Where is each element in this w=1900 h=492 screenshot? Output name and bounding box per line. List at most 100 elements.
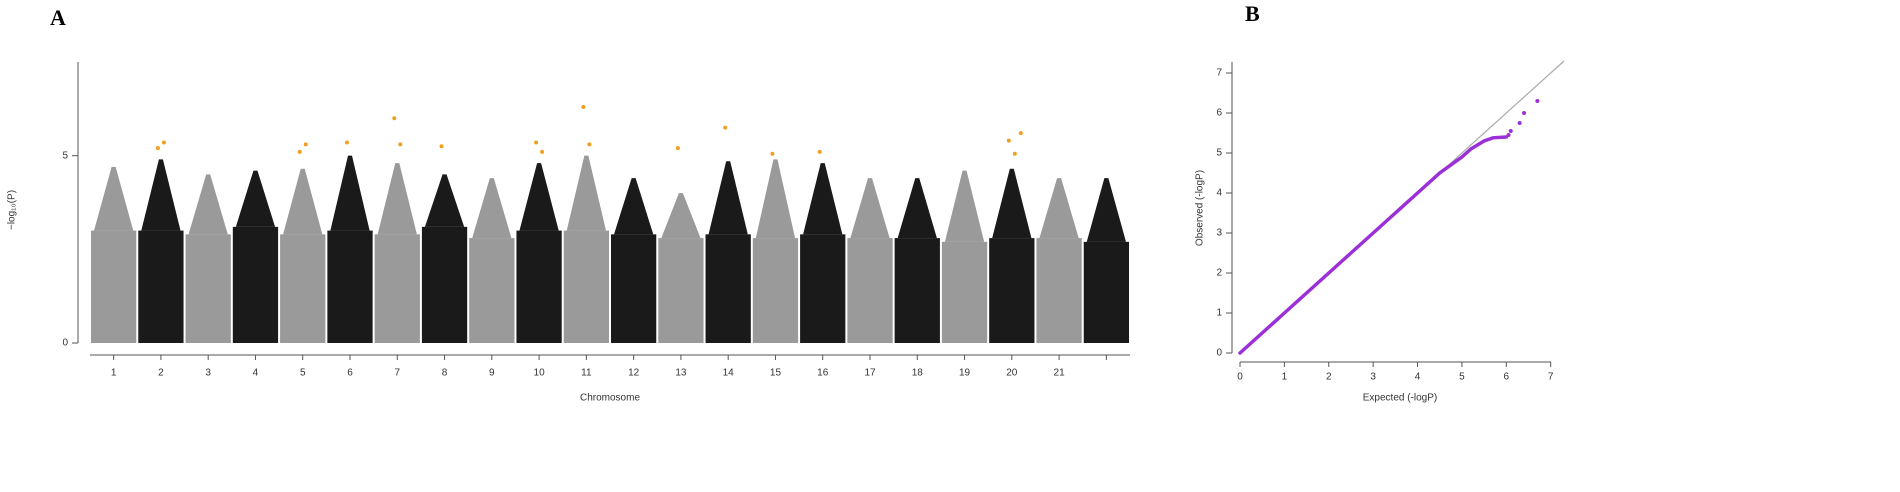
snp-band <box>611 234 657 343</box>
snp-peak <box>472 178 512 239</box>
x-tick-label: 9 <box>489 368 495 379</box>
significant-snp <box>398 142 403 147</box>
snp-peak <box>141 159 181 231</box>
qq-line <box>1238 135 1509 355</box>
x-tick-label: 20 <box>1006 368 1018 379</box>
snp-peak <box>944 170 985 242</box>
x-tick-label: 17 <box>864 368 876 379</box>
snp-peak <box>566 155 606 231</box>
x-tick-label: 6 <box>1504 372 1510 383</box>
x-tick-label: 0 <box>1237 372 1243 383</box>
snp-peak <box>992 168 1032 239</box>
snp-band <box>232 226 279 343</box>
snp-peak <box>803 163 843 235</box>
y-tick-label: 5 <box>62 150 68 161</box>
snp-band <box>658 238 704 343</box>
snp-band <box>705 234 751 343</box>
snp-band <box>91 230 137 343</box>
snp-band <box>894 238 940 343</box>
x-tick-label: 5 <box>300 368 306 379</box>
snp-peak <box>897 178 937 239</box>
significant-snp <box>297 149 302 154</box>
x-tick-label: 3 <box>205 368 211 379</box>
significant-snp <box>587 142 592 147</box>
x-tick-label: 3 <box>1370 372 1376 383</box>
snp-peak <box>283 168 323 235</box>
snp-band <box>516 230 562 343</box>
qq-point <box>1506 133 1511 137</box>
qq-point <box>1508 129 1513 133</box>
significant-snp <box>534 140 539 145</box>
significant-snp <box>439 144 444 149</box>
y-tick-label: 6 <box>1216 108 1222 119</box>
snp-band <box>847 238 893 343</box>
x-tick-label: 4 <box>253 368 259 379</box>
significant-snp <box>1006 138 1011 143</box>
snp-peak <box>188 174 228 235</box>
significant-snp <box>581 104 586 109</box>
x-tick-label: 13 <box>675 368 687 379</box>
y-tick-label: 2 <box>1216 268 1222 279</box>
x-tick-label: 10 <box>534 368 546 379</box>
x-tick-label: 7 <box>1548 372 1554 383</box>
y-tick-label: 0 <box>1216 348 1222 359</box>
x-axis-label: Expected (-logP) <box>1363 393 1437 404</box>
snp-band <box>800 234 846 343</box>
snp-band <box>327 230 373 343</box>
snp-band <box>138 230 184 343</box>
snp-band <box>280 234 326 343</box>
y-tick-label: 5 <box>1216 148 1222 159</box>
x-tick-label: 5 <box>1459 372 1465 383</box>
snp-band <box>563 230 609 343</box>
y-tick-label: 1 <box>1216 308 1222 319</box>
significant-snp <box>675 146 680 151</box>
snp-peak <box>94 166 134 231</box>
snp-peak <box>850 178 890 239</box>
x-tick-label: 15 <box>770 368 782 379</box>
snp-peak <box>1086 178 1126 242</box>
significant-snp <box>817 149 822 154</box>
y-tick-label: 3 <box>1216 228 1222 239</box>
snp-peak <box>614 178 654 235</box>
significant-snp <box>1018 131 1023 136</box>
x-tick-label: 2 <box>158 368 164 379</box>
snp-peak <box>1039 178 1079 239</box>
significant-snp <box>161 140 166 145</box>
qq-point <box>1517 121 1522 125</box>
snp-peak <box>708 161 748 235</box>
snp-band <box>941 241 988 343</box>
snp-peak <box>235 170 276 227</box>
snp-peak <box>755 159 796 239</box>
y-tick-label: 4 <box>1216 188 1222 199</box>
y-axis-label: Observed (-logP) <box>1195 170 1206 246</box>
x-tick-label: 12 <box>628 368 640 379</box>
x-tick-label: 1 <box>1282 372 1288 383</box>
x-axis-label: Chromosome <box>580 393 640 404</box>
snp-band <box>185 234 231 343</box>
snp-band <box>989 238 1035 343</box>
snp-band <box>1083 241 1129 343</box>
x-tick-label: 4 <box>1415 372 1421 383</box>
snp-band <box>752 238 799 343</box>
x-tick-label: 18 <box>912 368 924 379</box>
snp-band <box>1036 238 1082 343</box>
y-tick-label: 7 <box>1216 68 1222 79</box>
snp-peak <box>377 163 417 235</box>
snp-peak <box>661 193 701 239</box>
x-tick-label: 6 <box>347 368 353 379</box>
x-tick-label: 8 <box>442 368 448 379</box>
x-tick-label: 1 <box>111 368 117 379</box>
significant-snp <box>392 116 397 121</box>
qq-point <box>1522 111 1527 115</box>
x-tick-label: 21 <box>1054 368 1066 379</box>
x-tick-label: 11 <box>581 368 592 379</box>
snp-peak <box>424 174 465 227</box>
x-tick-label: 14 <box>723 368 735 379</box>
significant-snp <box>155 146 160 151</box>
significant-snp <box>1012 151 1017 156</box>
y-tick-label: 0 <box>62 338 68 349</box>
qq-point <box>1535 99 1540 103</box>
x-tick-label: 7 <box>394 368 400 379</box>
snp-peak <box>330 155 370 231</box>
